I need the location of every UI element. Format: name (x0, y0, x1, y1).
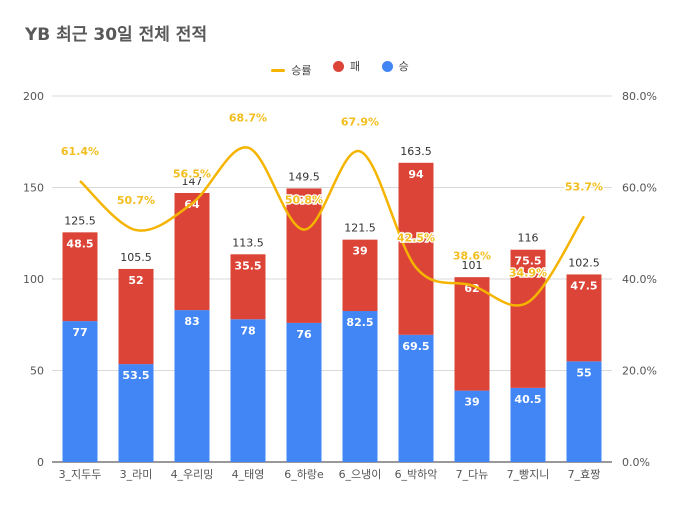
win-data-label: 78 (240, 324, 255, 337)
win-rate-label: 50.7% (117, 194, 155, 207)
win-data-label: 69.5 (402, 340, 429, 353)
y2-tick-label: 80.0% (622, 90, 657, 103)
loss-data-label: 94 (408, 168, 424, 181)
bar-loss (398, 162, 434, 335)
bar-win (230, 319, 266, 462)
bar-win (62, 321, 98, 462)
loss-data-label: 73.5 (290, 193, 317, 206)
x-tick-label: 3_라미 (120, 468, 153, 481)
bar-loss (342, 239, 378, 312)
win-data-label: 83 (184, 315, 199, 328)
loss-data-label: 52 (128, 274, 143, 287)
bar-win (118, 364, 154, 462)
total-data-label: 147 (182, 175, 203, 188)
total-data-label: 113.5 (232, 236, 264, 249)
win-data-label: 82.5 (346, 316, 373, 329)
legend-line-swatch (271, 68, 286, 72)
win-data-label: 77 (72, 326, 87, 339)
x-tick-label: 3_지두두 (59, 468, 102, 481)
chart-title: YB 최근 30일 전체 전적 (25, 25, 208, 45)
win-rate-label: 34.9% (509, 266, 547, 279)
legend-win-swatch (381, 60, 393, 72)
x-tick-label: 6_하랑e (284, 467, 324, 481)
legend-label-win: 승 (398, 60, 409, 73)
legend-label-loss: 패 (350, 60, 361, 73)
win-rate-label: 68.7% (229, 112, 267, 125)
legend: 승률 패 승 (0, 58, 680, 78)
loss-data-label: 35.5 (234, 259, 261, 272)
bar-win (174, 310, 210, 462)
win-data-label: 40.5 (514, 393, 541, 406)
win-rate-line (79, 146, 586, 307)
bar-win (566, 361, 602, 462)
bar-win (342, 311, 378, 462)
win-data-label: 55 (576, 366, 591, 379)
total-data-label: 101 (462, 259, 483, 272)
total-data-label: 149.5 (288, 170, 320, 183)
y-tick-label: 150 (23, 182, 44, 195)
bar-loss (454, 277, 490, 391)
x-tick-label: 6_박하악 (395, 467, 438, 481)
y-tick-label: 100 (23, 273, 44, 286)
win-rate-label: 67.9% (341, 115, 379, 128)
y2-tick-label: 60.0% (622, 182, 657, 195)
total-data-label: 163.5 (400, 145, 432, 158)
total-data-label: 102.5 (568, 256, 600, 269)
y2-tick-label: 40.0% (622, 273, 657, 286)
win-rate-label: 50.8% (285, 194, 323, 207)
y-tick-label: 0 (37, 456, 44, 469)
x-tick-label: 7_효짱 (568, 468, 601, 481)
x-tick-label: 4_태영 (232, 468, 265, 481)
loss-data-label: 48.5 (66, 237, 93, 250)
loss-data-label: 47.5 (570, 279, 597, 292)
win-data-label: 53.5 (122, 369, 149, 382)
x-tick-label: 6_으냉이 (339, 468, 382, 481)
legend-label-rate: 승률 (291, 64, 312, 77)
bar-loss (62, 232, 98, 322)
bar-loss (566, 274, 602, 362)
y-tick-label: 50 (30, 365, 44, 378)
total-data-label: 121.5 (344, 222, 376, 235)
legend-loss-swatch (333, 60, 344, 72)
x-tick-label: 4_우리밍 (171, 468, 214, 481)
loss-data-label: 75.5 (514, 255, 541, 268)
win-rate-label: 42.5% (397, 232, 435, 245)
legend-item-win[interactable]: 승 (381, 58, 409, 74)
bar-loss (118, 268, 154, 365)
bar-loss (510, 249, 546, 388)
win-data-label: 39 (464, 396, 479, 409)
win-rate-label: 56.5% (173, 168, 211, 181)
win-rate-label: 53.7% (565, 180, 603, 193)
bar-loss (286, 188, 322, 323)
bar-win (454, 390, 490, 462)
legend-item-rate[interactable]: 승률 (271, 62, 312, 78)
legend-item-loss[interactable]: 패 (333, 58, 360, 74)
loss-data-label: 39 (352, 245, 367, 258)
bar-win (398, 334, 434, 462)
bar-win (510, 387, 546, 462)
x-tick-label: 7_다뉴 (456, 468, 489, 481)
total-data-label: 105.5 (120, 251, 152, 264)
total-data-label: 116 (518, 232, 539, 245)
total-data-label: 125.5 (64, 214, 96, 227)
bar-loss (230, 254, 266, 320)
y-tick-label: 200 (23, 90, 44, 103)
win-data-label: 76 (296, 328, 312, 341)
win-rate-label: 38.6% (453, 249, 491, 262)
bar-win (286, 322, 322, 462)
y2-tick-label: 0.0% (622, 456, 650, 469)
win-rate-label: 61.4% (61, 145, 99, 158)
x-tick-label: 7_빵지니 (507, 468, 550, 481)
y2-tick-label: 20.0% (622, 365, 657, 378)
